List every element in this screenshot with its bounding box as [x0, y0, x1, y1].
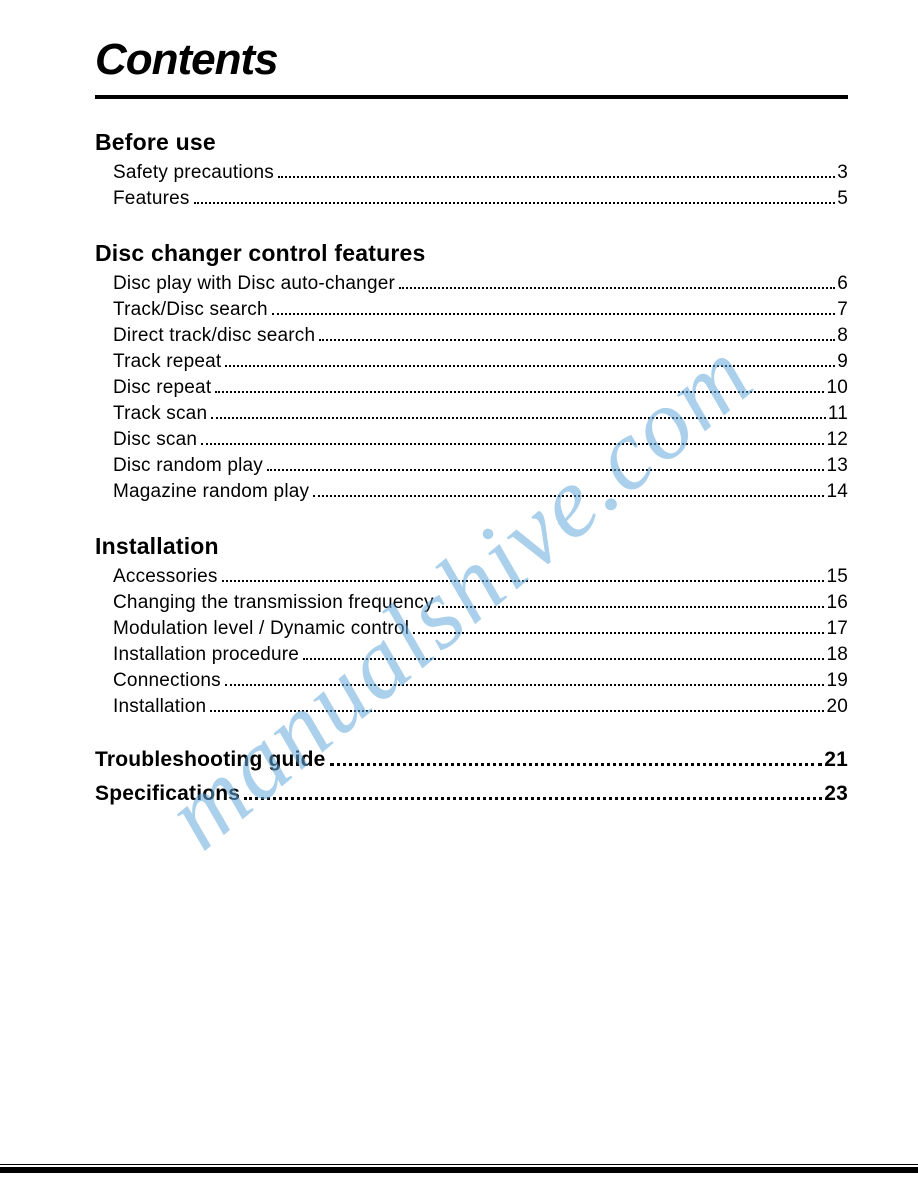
- toc-entry: Magazine random play 14: [113, 481, 848, 503]
- toc-entry-label: Disc repeat: [113, 377, 211, 399]
- dot-leader: [222, 569, 825, 582]
- toc-entry-page: 13: [826, 455, 848, 477]
- dot-leader: [210, 699, 824, 712]
- dot-leader: [194, 191, 836, 204]
- toc-entry-page: 20: [826, 696, 848, 718]
- toc-entry-page: 10: [826, 377, 848, 399]
- toc-entry-label: Magazine random play: [113, 481, 309, 503]
- section-heading: Before use: [95, 129, 848, 156]
- toc-section: Disc changer control features Disc play w…: [95, 240, 848, 503]
- toc-section: Installation Accessories 15 Changing the tr…: [95, 533, 848, 718]
- title-underline: [95, 95, 848, 99]
- toc-top-entry: Specifications 23: [95, 782, 848, 806]
- toc-entry-page: 8: [837, 325, 848, 347]
- toc-entry: Disc random play 13: [113, 455, 848, 477]
- toc-entry-label: Track scan: [113, 403, 207, 425]
- dot-leader: [319, 328, 835, 341]
- dot-leader: [438, 595, 825, 608]
- toc-entry: Modulation level / Dynamic control 17: [113, 618, 848, 640]
- toc-entry-page: 12: [826, 429, 848, 451]
- dot-leader: [330, 750, 823, 766]
- section-heading: Disc changer control features: [95, 240, 848, 267]
- dot-leader: [272, 302, 835, 315]
- toc-entry: Disc repeat 10: [113, 377, 848, 399]
- dot-leader: [303, 647, 824, 660]
- toc-entry-page: 11: [828, 403, 848, 425]
- dot-leader: [399, 276, 835, 289]
- page-container: manualshive.com Contents Before useSafet…: [0, 0, 918, 1188]
- toc-entry-label: Features: [113, 188, 190, 210]
- toc-entry: Track/Disc search 7: [113, 299, 848, 321]
- toc-entry: Direct track/disc search 8: [113, 325, 848, 347]
- toc-entry-label: Modulation level / Dynamic control: [113, 618, 409, 640]
- toc-entry-page: 17: [826, 618, 848, 640]
- toc-entry-label: Connections: [113, 670, 221, 692]
- toc-sections: Before use Safety precautions 3 Features 5 Di…: [95, 129, 848, 718]
- toc-entry-label: Accessories: [113, 566, 218, 588]
- dot-leader: [215, 380, 824, 393]
- toc-entry-label: Disc scan: [113, 429, 197, 451]
- toc-entry-page: 19: [826, 670, 848, 692]
- toc-top-entry-label: Specifications: [95, 782, 240, 806]
- toc-entry: Connections 19: [113, 670, 848, 692]
- toc-entry-label: Changing the transmission frequency: [113, 592, 434, 614]
- toc-top-entry-page: 23: [824, 782, 848, 806]
- dot-leader: [413, 621, 824, 634]
- toc-entry-label: Disc play with Disc auto-changer: [113, 273, 395, 295]
- toc-entry-page: 15: [826, 566, 848, 588]
- toc-entry-page: 3: [837, 162, 848, 184]
- toc-top-entry-label: Troubleshooting guide: [95, 748, 326, 772]
- dot-leader: [225, 673, 825, 686]
- dot-leader: [225, 354, 835, 367]
- toc-entry: Disc play with Disc auto-changer 6: [113, 273, 848, 295]
- footer-rule: [0, 1167, 918, 1173]
- toc-entry-page: 16: [826, 592, 848, 614]
- dot-leader: [244, 784, 822, 800]
- toc-entry: Track scan 11: [113, 403, 848, 425]
- toc-entry-page: 7: [837, 299, 848, 321]
- toc-entry: Features 5: [113, 188, 848, 210]
- toc-entry: Safety precautions 3: [113, 162, 848, 184]
- toc-entry: Accessories 15: [113, 566, 848, 588]
- dot-leader: [267, 458, 824, 471]
- dot-leader: [201, 432, 824, 445]
- toc-entry-label: Installation: [113, 696, 206, 718]
- toc-entry: Track repeat 9: [113, 351, 848, 373]
- toc-entry-page: 9: [837, 351, 848, 373]
- toc-entry-page: 5: [837, 188, 848, 210]
- toc-entry: Installation 20: [113, 696, 848, 718]
- toc-top-level-entries: Troubleshooting guide 21 Specifications 23: [95, 748, 848, 806]
- toc-entry-label: Safety precautions: [113, 162, 274, 184]
- toc-entry-page: 14: [826, 481, 848, 503]
- dot-leader: [211, 406, 826, 419]
- toc-entry-label: Direct track/disc search: [113, 325, 315, 347]
- toc-entry: Changing the transmission frequency 16: [113, 592, 848, 614]
- page-title: Contents: [95, 35, 848, 85]
- toc-entry: Disc scan 12: [113, 429, 848, 451]
- toc-entry-label: Track repeat: [113, 351, 221, 373]
- toc-entry-page: 18: [826, 644, 848, 666]
- dot-leader: [278, 165, 835, 178]
- toc-entry-label: Track/Disc search: [113, 299, 268, 321]
- toc-entry: Installation procedure 18: [113, 644, 848, 666]
- toc-top-entry: Troubleshooting guide 21: [95, 748, 848, 772]
- toc-entry-page: 6: [837, 273, 848, 295]
- toc-entry-label: Disc random play: [113, 455, 263, 477]
- toc-top-entry-page: 21: [824, 748, 848, 772]
- dot-leader: [313, 484, 824, 497]
- toc-section: Before use Safety precautions 3 Features 5: [95, 129, 848, 210]
- section-heading: Installation: [95, 533, 848, 560]
- toc-entry-label: Installation procedure: [113, 644, 299, 666]
